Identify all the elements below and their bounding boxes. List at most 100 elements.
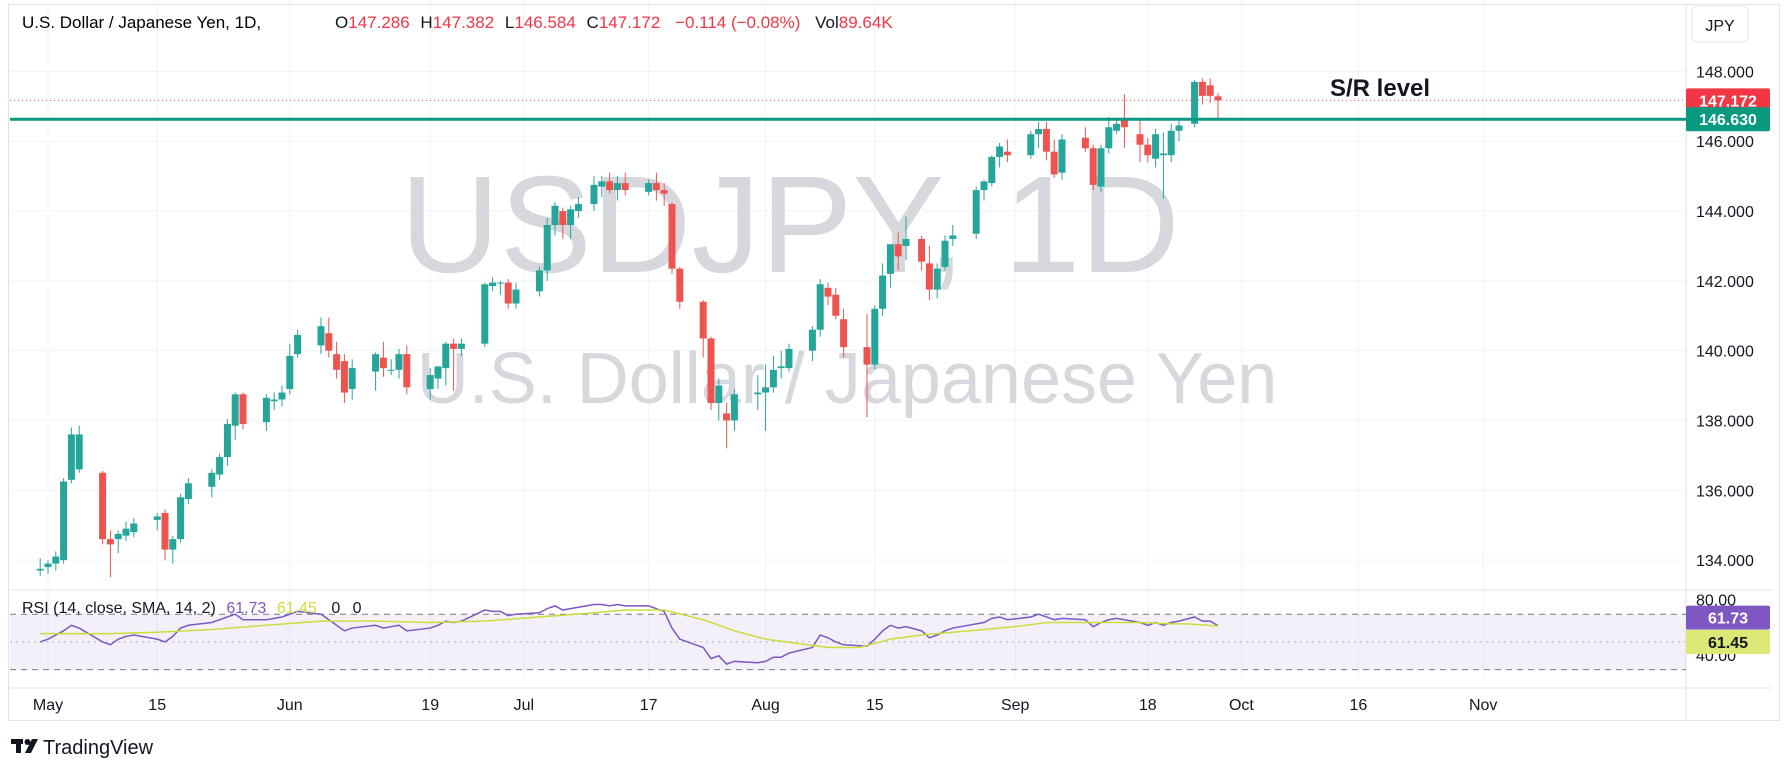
candle-up [481, 282, 489, 348]
candle-body [668, 204, 676, 269]
candle-up [902, 216, 910, 260]
rsi-pane [10, 603, 1686, 671]
candle-body [348, 368, 356, 390]
sr-level-label[interactable]: S/R level [1330, 75, 1430, 102]
candle-up [1167, 123, 1175, 163]
candle-body [130, 523, 138, 533]
rsi-band-fill [10, 614, 1686, 670]
candle-body [871, 308, 879, 365]
candle-body [239, 394, 247, 424]
candle-body [504, 282, 512, 304]
candle-body [543, 224, 551, 271]
rsi-legend-extra2: 0 [353, 600, 362, 617]
candle-body [941, 240, 949, 267]
candle-body [1042, 129, 1050, 152]
candle-up [114, 530, 122, 554]
candle-up [1175, 120, 1183, 142]
time-axis[interactable]: May 15 Jun 19 Jul 17 Aug 15 Sep 18 Oct 16 Nov [33, 697, 1498, 714]
currency-button-label: JPY [1705, 18, 1735, 35]
candle-body [395, 354, 403, 370]
candle-body [67, 434, 75, 480]
candle-up [871, 305, 879, 370]
candle-up [543, 218, 551, 281]
candle-body [60, 481, 68, 561]
time-tick-label: Nov [1469, 697, 1497, 714]
tradingview-logo[interactable]: TradingView [11, 737, 154, 759]
candle-up [457, 338, 465, 356]
candle-up [122, 521, 130, 541]
candle-body [231, 394, 239, 426]
rsi-legend-value: 61.73 [226, 600, 266, 617]
symbol-title[interactable]: U.S. Dollar / Japanese Yen, 1D, [22, 13, 261, 32]
price-tick-label: 140.000 [1696, 344, 1754, 361]
currency-button[interactable] [1691, 5, 1749, 43]
candle-down [1144, 137, 1152, 163]
candle-body [1050, 151, 1058, 175]
candle-body [980, 181, 988, 191]
candle-body [1089, 148, 1097, 185]
candle-body [317, 326, 325, 346]
candle-body [1097, 148, 1105, 187]
candle-body [1167, 130, 1175, 156]
rsi-line [39, 603, 1219, 666]
candle-down [504, 279, 512, 309]
candle-body [613, 183, 621, 191]
candle-down [403, 345, 411, 395]
rsi-legend: RSI (14, close, SMA, 14, 2) 61.73 61.45 … [22, 600, 362, 617]
candle-down [824, 282, 832, 306]
candle-body [574, 204, 582, 212]
candle-body [1206, 85, 1214, 96]
open-label: O [335, 13, 348, 32]
candle-down [450, 338, 458, 391]
candle-body [1175, 125, 1183, 131]
price-axis[interactable]: 134.000 136.000 138.000 140.000 142.000 144.0… [1696, 64, 1754, 664]
candle-up [130, 518, 138, 538]
candle-up [223, 418, 231, 466]
candle-down [1050, 139, 1058, 178]
candle-body [294, 334, 302, 355]
candle-body [223, 423, 231, 458]
candle-up [489, 277, 497, 292]
candle-body [1198, 81, 1206, 96]
candle-up [270, 392, 278, 410]
candle-down [559, 207, 567, 239]
candle-up [535, 266, 543, 297]
candle-up [75, 425, 83, 473]
candle-down [1003, 139, 1011, 163]
candle-down [652, 172, 660, 201]
candle-up [777, 350, 785, 379]
time-tick-label: May [33, 697, 63, 714]
candle-body [769, 369, 777, 388]
candle-up [613, 176, 621, 201]
svg-text:61.73: 61.73 [1708, 611, 1748, 628]
candle-body [933, 268, 941, 290]
candle-body [816, 284, 824, 330]
last-price-tag: 147.172 [1686, 88, 1770, 113]
open-value: 147.286 [348, 13, 409, 32]
price-tick-label: 134.000 [1696, 553, 1754, 570]
candle-up [1152, 129, 1160, 168]
candle-up [933, 263, 941, 299]
candle-body [902, 238, 910, 246]
candle-down [1120, 94, 1128, 149]
candle-body [879, 275, 887, 309]
candle-up [395, 348, 403, 379]
candle-body [1113, 123, 1121, 131]
time-tick-label: 16 [1350, 697, 1368, 714]
candle-body [153, 516, 161, 520]
candle-body [824, 287, 832, 297]
candle-up [808, 326, 816, 362]
candle-body [652, 183, 660, 191]
price-tick-label: 144.000 [1696, 204, 1754, 221]
candle-up [730, 389, 738, 431]
candle-body [567, 209, 575, 225]
close-value: 147.172 [599, 13, 660, 32]
candle-down [379, 341, 387, 377]
chart-frame [8, 4, 1780, 721]
time-tick-label: 18 [1139, 697, 1157, 714]
sr-price-tag: 146.630 [1686, 107, 1770, 132]
candle-body [106, 539, 114, 545]
candle-up [1097, 144, 1105, 192]
candle-up [36, 558, 44, 576]
